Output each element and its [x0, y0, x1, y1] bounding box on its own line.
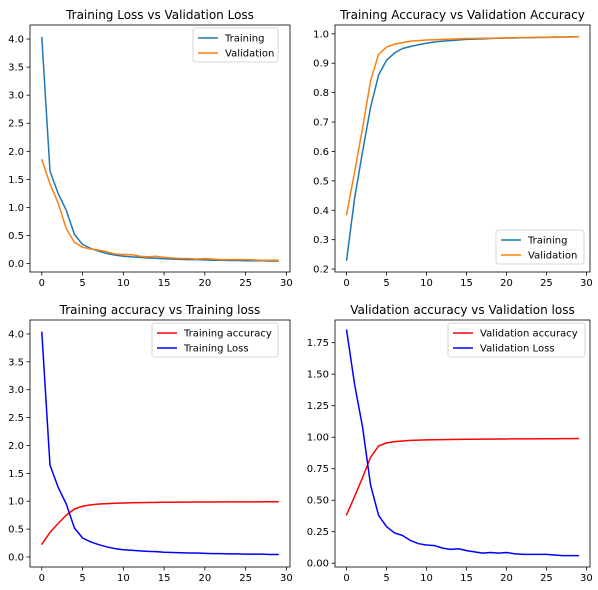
x-tick-label: 15 — [158, 573, 171, 584]
legend-label: Validation accuracy — [480, 329, 578, 340]
chart-title: Training Accuracy vs Validation Accuracy — [339, 8, 585, 22]
chart-4: Validation accuracy vs Validation loss 0 5… — [307, 303, 593, 584]
y-tick-label: 4.0 — [8, 35, 24, 46]
y-tick-label: 3.0 — [8, 91, 24, 102]
axes-frame — [29, 24, 291, 273]
x-tick-label: 25 — [239, 278, 252, 289]
series-line-1 — [41, 501, 279, 545]
y-tick-label: 3.5 — [8, 63, 24, 74]
y-tick-label: 0.5 — [8, 231, 24, 242]
y-tick-label: 1.0 — [8, 203, 24, 214]
x-tick-label: 30 — [280, 573, 293, 584]
legend-label: Training accuracy — [183, 329, 272, 340]
x-tick-label: 0 — [39, 278, 45, 289]
y-tick-label: 0.4 — [313, 206, 329, 217]
legend: Training Validation — [495, 229, 585, 265]
legend-label: Validation Loss — [480, 344, 555, 355]
x-tick-label: 30 — [580, 278, 593, 289]
axes-frame — [334, 319, 591, 568]
y-tick-label: 0.5 — [313, 176, 329, 187]
axes-frame — [334, 24, 591, 273]
x-tick-label: 5 — [79, 573, 85, 584]
x-tick-label: 30 — [280, 278, 293, 289]
legend: Training accuracy Training Loss — [151, 322, 279, 358]
y-tick-label: 0.25 — [307, 527, 329, 538]
legend-label: Validation — [528, 251, 577, 262]
axes-frame — [29, 319, 291, 568]
y-tick-label: 1.0 — [313, 29, 329, 40]
y-tick-label: 0.75 — [307, 464, 329, 475]
y-tick-label: 1.5 — [8, 469, 24, 480]
y-tick-label: 0.8 — [313, 88, 329, 99]
legend-label: Validation — [225, 49, 274, 60]
x-tick-label: 0 — [343, 278, 349, 289]
y-tick-label: 0.00 — [307, 559, 329, 570]
series-line-2 — [345, 329, 580, 557]
legend: Training Validation — [192, 27, 279, 63]
y-tick-label: 1.25 — [307, 401, 329, 412]
series-line-2 — [41, 158, 279, 261]
x-tick-label: 20 — [500, 573, 513, 584]
legend-box — [151, 322, 279, 358]
y-tick-label: 1.75 — [307, 338, 329, 349]
x-tick-label: 0 — [39, 573, 45, 584]
y-tick-label: 3.5 — [8, 357, 24, 368]
y-tick-label: 2.0 — [8, 441, 24, 452]
legend-label: Training Loss — [183, 344, 249, 355]
series-line-2 — [41, 331, 279, 556]
x-tick-label: 15 — [158, 278, 171, 289]
x-tick-label: 15 — [460, 573, 473, 584]
x-tick-label: 25 — [239, 573, 252, 584]
x-tick-label: 20 — [198, 573, 211, 584]
y-tick-label: 1.50 — [307, 370, 329, 381]
x-tick-label: 25 — [540, 573, 553, 584]
y-tick-label: 2.5 — [8, 413, 24, 424]
x-tick-label: 5 — [383, 278, 389, 289]
x-tick-label: 20 — [500, 278, 513, 289]
x-tick-label: 10 — [117, 573, 130, 584]
x-tick-label: 15 — [460, 278, 473, 289]
x-tick-label: 30 — [580, 573, 593, 584]
y-tick-label: 0.0 — [8, 259, 24, 270]
y-tick-label: 2.0 — [8, 147, 24, 158]
x-tick-label: 10 — [420, 573, 433, 584]
chart-2: Training Accuracy vs Validation Accuracy… — [313, 8, 593, 289]
x-tick-label: 10 — [420, 278, 433, 289]
chart-title: Validation accuracy vs Validation loss — [350, 303, 574, 317]
y-tick-label: 1.00 — [307, 433, 329, 444]
y-tick-label: 1.5 — [8, 175, 24, 186]
chart-title: Training accuracy vs Training loss — [59, 303, 261, 317]
y-tick-label: 0.2 — [313, 265, 329, 276]
x-tick-label: 25 — [540, 278, 553, 289]
y-tick-label: 0.50 — [307, 496, 329, 507]
legend-label: Training — [527, 236, 567, 247]
y-tick-label: 3.0 — [8, 385, 24, 396]
x-tick-label: 10 — [117, 278, 130, 289]
y-tick-label: 0.0 — [8, 552, 24, 563]
y-tick-label: 0.3 — [313, 235, 329, 246]
x-tick-label: 5 — [79, 278, 85, 289]
chart-title: Training Loss vs Validation Loss — [65, 8, 254, 22]
legend-label: Training — [224, 34, 264, 45]
chart-1: Training Loss vs Validation Loss 0 5 10 15 20… — [8, 8, 293, 289]
y-tick-label: 0.9 — [313, 59, 329, 70]
series-line-1 — [41, 36, 279, 262]
legend-box — [447, 322, 586, 358]
x-tick-label: 0 — [343, 573, 349, 584]
y-tick-label: 0.7 — [313, 118, 329, 129]
y-tick-label: 0.6 — [313, 147, 329, 158]
series-line-1 — [345, 437, 580, 516]
legend: Validation accuracy Validation Loss — [447, 322, 586, 358]
y-tick-label: 2.5 — [8, 119, 24, 130]
series-line-2 — [345, 36, 580, 216]
y-tick-label: 1.0 — [8, 497, 24, 508]
x-tick-label: 5 — [383, 573, 389, 584]
chart-3: Training accuracy vs Training loss 0 5 10 15… — [8, 303, 293, 584]
y-tick-label: 0.5 — [8, 525, 24, 536]
series-line-1 — [345, 36, 580, 261]
y-tick-label: 4.0 — [8, 329, 24, 340]
x-tick-label: 20 — [198, 278, 211, 289]
